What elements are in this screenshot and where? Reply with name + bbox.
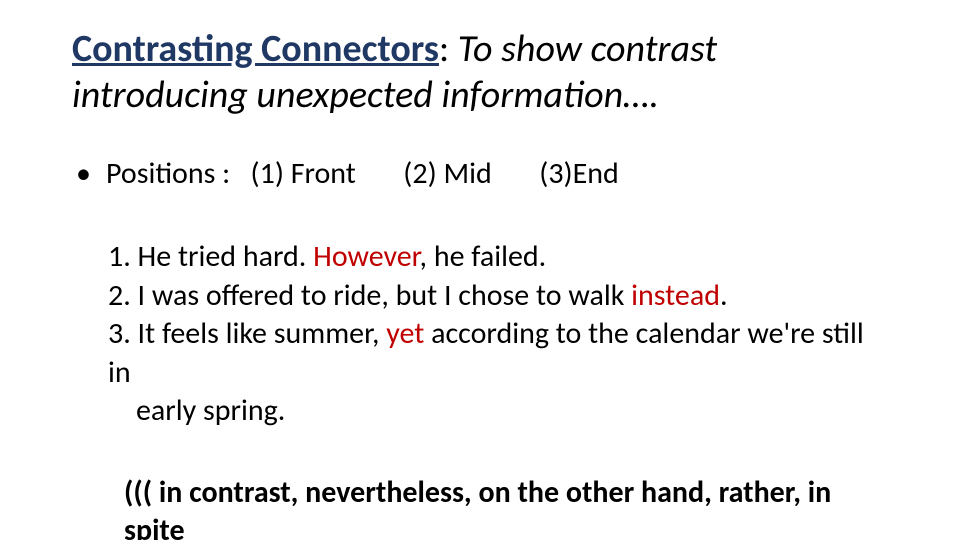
- examples-block: 1. He tried hard. However, he failed. 2.…: [72, 238, 888, 430]
- example-3-cont: early spring.: [108, 392, 888, 430]
- bullet-dot: •: [72, 155, 106, 192]
- example-2: 2. I was offered to ride, but I chose to…: [108, 277, 888, 315]
- positions-row: • Positions : (1) Front (2) Mid (3)End: [72, 155, 888, 192]
- ex1-post: , he failed.: [420, 238, 547, 275]
- ex1-pre: 1. He tried hard.: [108, 238, 313, 275]
- ex3-pre: 3. It feels like summer,: [108, 315, 386, 352]
- title-sub: To show contrast: [458, 26, 717, 72]
- title-colon: :: [439, 26, 458, 72]
- slide: Contrasting Connectors: To show contrast…: [0, 0, 960, 540]
- example-3: 3. It feels like summer, yet according t…: [108, 315, 888, 392]
- subtitle: introducing unexpected information….: [72, 74, 888, 118]
- title-line: Contrasting Connectors: To show contrast: [72, 28, 888, 72]
- ex2-post: .: [720, 277, 728, 314]
- example-1: 1. He tried hard. However, he failed.: [108, 238, 888, 276]
- positions-text: Positions : (1) Front (2) Mid (3)End: [106, 155, 619, 192]
- ex2-highlight: instead: [631, 277, 720, 314]
- ex3-highlight: yet: [386, 315, 424, 352]
- footer-line-1: ((( in contrast, nevertheless, on the ot…: [72, 474, 888, 540]
- title-main: Contrasting Connectors: [72, 26, 439, 72]
- ex1-highlight: However: [313, 238, 419, 275]
- ex2-pre: 2. I was offered to ride, but I chose to…: [108, 277, 631, 314]
